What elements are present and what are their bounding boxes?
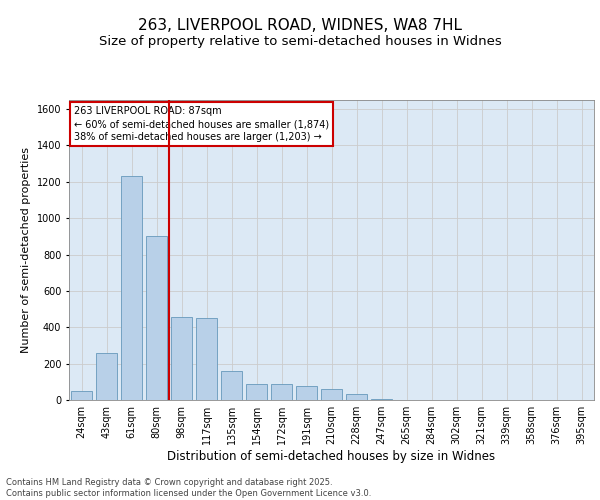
Bar (371, 399, 392, 400)
Bar (246, 384, 267, 400)
Bar (221, 371, 242, 400)
Y-axis label: Number of semi-detached properties: Number of semi-detached properties (21, 147, 31, 353)
Text: Size of property relative to semi-detached houses in Widnes: Size of property relative to semi-detach… (98, 35, 502, 48)
Text: 263, LIVERPOOL ROAD, WIDNES, WA8 7HL: 263, LIVERPOOL ROAD, WIDNES, WA8 7HL (138, 18, 462, 32)
Bar (321, 389, 342, 400)
Bar (346, 394, 367, 400)
Bar (171, 318, 192, 400)
Bar (146, 236, 167, 400)
Text: Contains HM Land Registry data © Crown copyright and database right 2025.
Contai: Contains HM Land Registry data © Crown c… (6, 478, 371, 498)
Bar (71, 391, 92, 400)
Bar (296, 386, 317, 400)
Bar (121, 176, 142, 400)
Text: 263 LIVERPOOL ROAD: 87sqm
← 60% of semi-detached houses are smaller (1,874)
38% : 263 LIVERPOOL ROAD: 87sqm ← 60% of semi-… (74, 106, 329, 142)
Bar (96, 352, 117, 400)
Bar (196, 318, 217, 400)
X-axis label: Distribution of semi-detached houses by size in Widnes: Distribution of semi-detached houses by … (167, 450, 496, 463)
Bar (271, 384, 292, 400)
